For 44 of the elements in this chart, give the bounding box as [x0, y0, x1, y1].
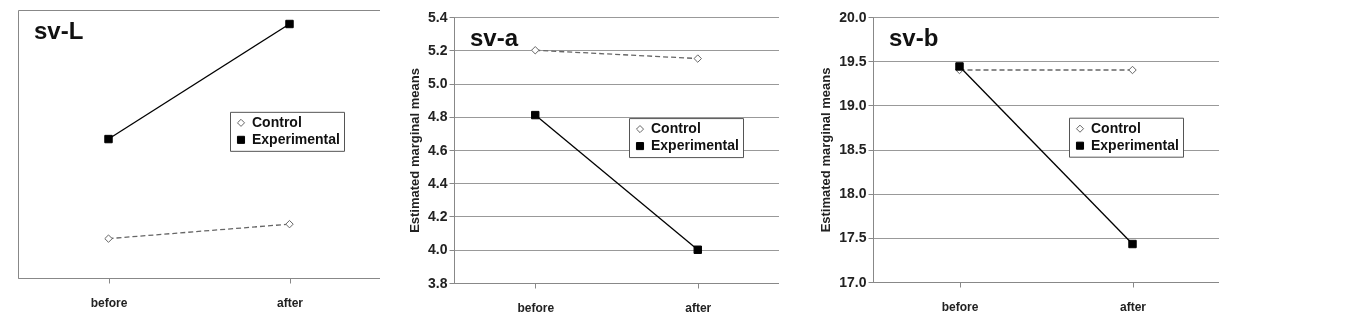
- chart-title: sv-L: [34, 17, 84, 44]
- legend-label: Experimental: [651, 137, 739, 154]
- y-tick-label: 4.8: [428, 108, 448, 125]
- legend-label: Experimental: [252, 130, 340, 147]
- y-tick-label: 20.0: [839, 8, 867, 25]
- legend-label: Control: [651, 120, 701, 137]
- point: [104, 234, 113, 243]
- y-tick-label: 18.5: [839, 141, 867, 157]
- y-tick-label: 5.2: [428, 41, 448, 58]
- point: [1128, 239, 1137, 249]
- y-tick-label: 19.0: [839, 96, 867, 113]
- point: [693, 245, 702, 254]
- point: [693, 54, 702, 63]
- y-axis-title: Estimated marginal means: [407, 68, 423, 233]
- y-tick-label: 19.5: [839, 52, 867, 69]
- y-axis-title: Estimated marginal means: [818, 67, 834, 233]
- legend-label: Experimental: [1091, 136, 1179, 153]
- x-tick-label: after: [685, 300, 712, 315]
- point: [955, 62, 964, 71]
- point: [531, 46, 540, 55]
- y-tick-label: 17.0: [839, 273, 867, 290]
- y-tick-label: 5.4: [428, 8, 448, 25]
- x-tick-label: before: [90, 295, 128, 310]
- chart-title: sv-b: [889, 24, 939, 51]
- point: [531, 110, 540, 120]
- x-tick-label: before: [941, 299, 979, 314]
- point: [1128, 65, 1137, 75]
- y-tick-label: 4.0: [428, 241, 448, 258]
- point: [104, 134, 113, 144]
- point: [285, 19, 294, 29]
- x-tick-label: before: [517, 300, 555, 315]
- point: [285, 219, 294, 229]
- y-tick-label: 4.6: [428, 141, 448, 158]
- y-tick-label: 17.5: [839, 229, 867, 246]
- x-tick-label: after: [276, 295, 304, 310]
- y-tick-label: 4.4: [428, 174, 448, 191]
- y-tick-label: 18.0: [839, 185, 867, 202]
- x-tick-label: after: [1119, 299, 1147, 314]
- chart-title: sv-a: [470, 24, 519, 51]
- legend-label: Control: [252, 113, 302, 130]
- y-tick-label: 5.0: [428, 75, 448, 91]
- legend-label: Control: [1091, 119, 1141, 136]
- y-tick-label: 4.2: [428, 208, 448, 224]
- y-tick-label: 3.8: [428, 274, 448, 291]
